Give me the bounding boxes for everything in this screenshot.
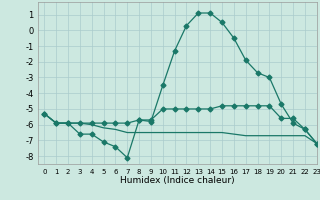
X-axis label: Humidex (Indice chaleur): Humidex (Indice chaleur)	[120, 176, 235, 185]
